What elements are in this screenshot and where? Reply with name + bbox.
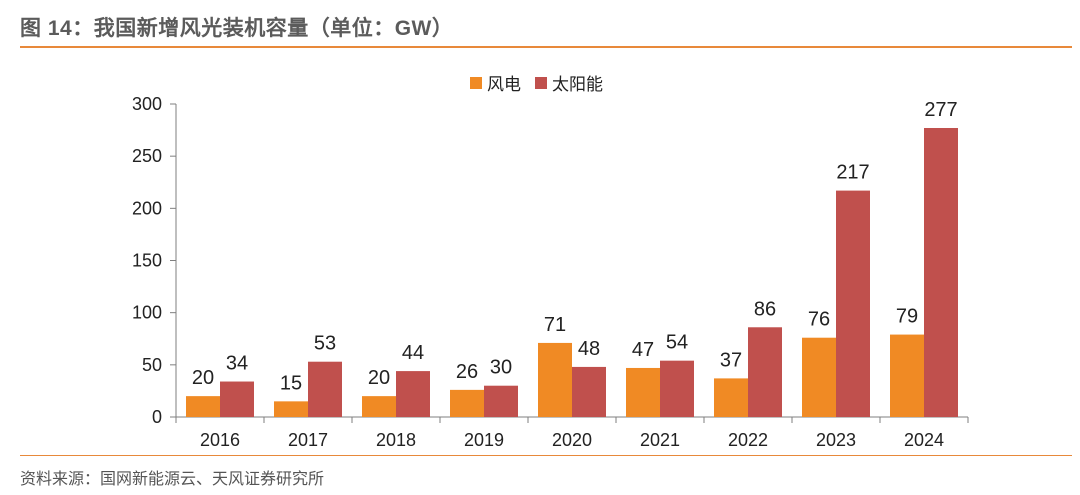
y-tick-label: 300 [132, 94, 162, 114]
y-tick-label: 150 [132, 251, 162, 271]
data-label-solar: 34 [226, 353, 248, 375]
legend-swatch-wind [470, 76, 482, 89]
data-label-solar: 30 [490, 357, 512, 379]
data-label-wind: 37 [720, 349, 742, 371]
y-tick-label: 250 [132, 146, 162, 166]
bar-solar [836, 190, 870, 417]
bar-wind [450, 389, 484, 417]
legend-label-solar: 太阳能 [552, 75, 603, 94]
y-tick-label: 0 [152, 407, 162, 427]
bar-wind [538, 342, 572, 417]
bar-solar [308, 361, 342, 417]
x-tick-label: 2018 [376, 430, 416, 450]
legend-item-wind: 风电 [470, 70, 521, 95]
chart-legend: 风电 太阳能 [470, 70, 617, 95]
data-label-wind: 20 [192, 367, 214, 389]
x-tick-label: 2021 [640, 430, 680, 450]
y-tick-label: 50 [142, 355, 162, 375]
bar-solar [660, 360, 694, 417]
bar-wind [274, 401, 308, 417]
x-tick-label: 2024 [904, 430, 944, 450]
bar-wind [626, 367, 660, 417]
bar-solar [748, 327, 782, 417]
data-label-wind: 79 [896, 306, 918, 328]
figure-title: 图 14：我国新增风光装机容量（单位：GW） [20, 17, 454, 40]
source-note: 资料来源：国网新能源云、天风证券研究所 [20, 471, 325, 488]
data-label-solar: 277 [924, 99, 957, 121]
bar-wind [362, 396, 396, 417]
bar-solar [396, 371, 430, 417]
data-label-solar: 44 [402, 342, 424, 364]
bar-wind [890, 334, 924, 417]
data-label-wind: 76 [808, 309, 830, 331]
bar-solar [220, 381, 254, 417]
x-tick-label: 2016 [200, 430, 240, 450]
legend-item-solar: 太阳能 [535, 70, 603, 95]
data-label-solar: 54 [666, 332, 688, 354]
bar-wind [714, 378, 748, 417]
bar-wind [186, 396, 220, 417]
data-label-wind: 26 [456, 361, 478, 383]
data-label-wind: 15 [280, 372, 302, 394]
data-label-solar: 86 [754, 298, 776, 320]
x-tick-label: 2019 [464, 430, 504, 450]
x-tick-label: 2022 [728, 430, 768, 450]
y-tick-label: 200 [132, 198, 162, 218]
data-label-solar: 48 [578, 338, 600, 360]
legend-label-wind: 风电 [487, 75, 521, 94]
y-tick-label: 100 [132, 303, 162, 323]
bar-solar [924, 127, 958, 417]
data-label-wind: 20 [368, 367, 390, 389]
bar-solar [572, 366, 606, 417]
data-label-solar: 53 [314, 333, 336, 355]
x-tick-label: 2023 [816, 430, 856, 450]
data-label-wind: 47 [632, 339, 654, 361]
bar-wind [802, 337, 836, 417]
x-tick-label: 2017 [288, 430, 328, 450]
data-label-wind: 71 [544, 314, 566, 336]
data-label-solar: 217 [836, 162, 869, 184]
bar-solar [484, 385, 518, 417]
source-divider [20, 455, 1072, 456]
title-divider [20, 46, 1072, 48]
x-tick-label: 2020 [552, 430, 592, 450]
legend-swatch-solar [535, 76, 547, 89]
